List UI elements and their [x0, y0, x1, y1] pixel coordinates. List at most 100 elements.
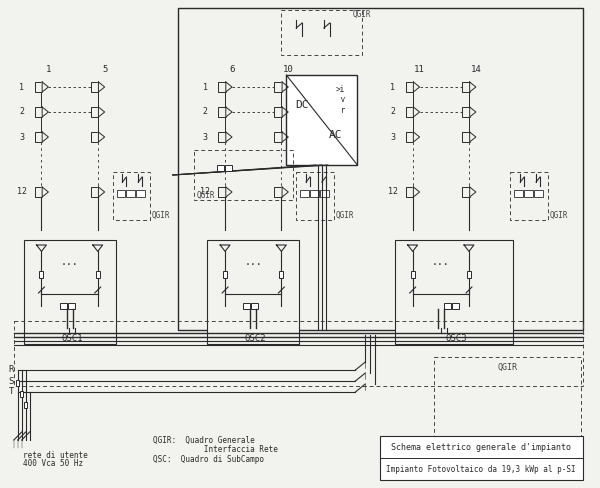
Text: DC: DC [295, 100, 309, 110]
Polygon shape [226, 187, 232, 197]
Bar [310, 190, 319, 197]
Bar [274, 187, 282, 197]
Bar [20, 391, 23, 397]
Bar [286, 75, 358, 165]
Bar [395, 240, 514, 344]
Bar [514, 190, 523, 197]
Text: 400 Vca 50 Hz: 400 Vca 50 Hz [23, 460, 83, 468]
Bar [524, 190, 533, 197]
Bar [411, 271, 415, 278]
Bar [224, 165, 232, 171]
Text: 2: 2 [203, 107, 208, 117]
Polygon shape [226, 107, 232, 117]
Bar [208, 240, 299, 344]
Bar [91, 82, 98, 92]
Text: 3: 3 [19, 133, 24, 142]
Text: 3: 3 [391, 133, 395, 142]
Polygon shape [42, 82, 49, 92]
Polygon shape [98, 187, 104, 197]
Polygon shape [413, 82, 419, 92]
Text: QGIR: QGIR [196, 190, 215, 200]
Text: ...: ... [432, 257, 449, 267]
Bar [136, 190, 145, 197]
Bar [91, 132, 98, 142]
Bar [380, 436, 583, 480]
Bar [16, 380, 19, 386]
Polygon shape [282, 187, 288, 197]
Bar [178, 8, 583, 330]
Text: ...: ... [244, 257, 262, 267]
Text: >i
 v
 r: >i v r [336, 85, 345, 115]
Text: QGIR:  Quadro Generale: QGIR: Quadro Generale [153, 435, 255, 445]
Text: ...: ... [61, 257, 79, 267]
Bar [218, 107, 226, 117]
Bar [462, 107, 470, 117]
Bar [96, 271, 100, 278]
Bar [406, 82, 413, 92]
Bar [244, 303, 250, 309]
Bar [406, 187, 413, 197]
Bar [60, 303, 67, 309]
Text: 14: 14 [470, 65, 481, 75]
Bar [35, 187, 42, 197]
Bar [274, 82, 282, 92]
Bar [116, 190, 125, 197]
Text: QGIR: QGIR [352, 9, 371, 19]
Bar [251, 303, 258, 309]
Polygon shape [37, 245, 46, 251]
Bar [462, 82, 470, 92]
Bar [113, 172, 150, 220]
Polygon shape [42, 107, 49, 117]
Bar [23, 240, 116, 344]
Text: S: S [8, 377, 14, 386]
Polygon shape [93, 245, 103, 251]
Bar [194, 150, 293, 200]
Bar [406, 132, 413, 142]
Text: Interfaccia Rete: Interfaccia Rete [153, 446, 278, 454]
Bar [444, 303, 451, 309]
Text: QGIR: QGIR [152, 210, 170, 220]
Bar [14, 321, 583, 386]
Bar [300, 190, 309, 197]
Bar [434, 357, 581, 445]
Text: 5: 5 [102, 65, 107, 75]
Polygon shape [413, 132, 419, 142]
Text: 11: 11 [414, 65, 425, 75]
Bar [91, 187, 98, 197]
Text: 1: 1 [19, 82, 24, 92]
Text: AC: AC [329, 130, 343, 140]
Text: 2: 2 [19, 107, 24, 117]
Bar [281, 10, 362, 55]
Text: 10: 10 [283, 65, 293, 75]
Bar [40, 271, 43, 278]
Polygon shape [408, 245, 418, 251]
Text: QGIR: QGIR [497, 363, 517, 371]
Bar [320, 190, 329, 197]
Text: Impianto Fotovoltaico da 19,3 kWp al p-SI: Impianto Fotovoltaico da 19,3 kWp al p-S… [386, 465, 576, 473]
Text: 12: 12 [388, 187, 398, 197]
Bar [68, 303, 74, 309]
Text: 12: 12 [200, 187, 211, 197]
Text: 1: 1 [46, 65, 51, 75]
Bar [274, 107, 282, 117]
Bar [35, 132, 42, 142]
Bar [462, 132, 470, 142]
Bar [218, 82, 226, 92]
Text: 12: 12 [17, 187, 27, 197]
Bar [127, 190, 135, 197]
Bar [452, 303, 458, 309]
Bar [511, 172, 548, 220]
Polygon shape [282, 82, 288, 92]
Bar [35, 107, 42, 117]
Bar [296, 172, 334, 220]
Text: QSC2: QSC2 [245, 333, 266, 343]
Polygon shape [282, 132, 288, 142]
Polygon shape [282, 107, 288, 117]
Bar [462, 187, 470, 197]
Text: Schema elettrico generale d'impianto: Schema elettrico generale d'impianto [391, 443, 571, 451]
Text: 2: 2 [391, 107, 395, 117]
Bar [274, 132, 282, 142]
Polygon shape [470, 82, 476, 92]
Polygon shape [413, 107, 419, 117]
Polygon shape [470, 132, 476, 142]
